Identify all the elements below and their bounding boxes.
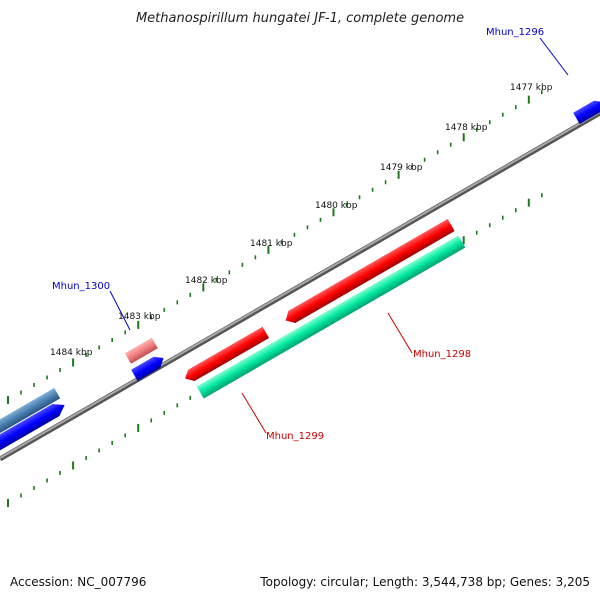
gene-label-mhun-1299: Mhun_1299	[266, 431, 324, 442]
gene-feature-mhun-1300-pink	[125, 337, 158, 364]
tick-label-1481: 1481 kbp	[250, 239, 293, 249]
gene-feature-steel	[0, 387, 61, 450]
tick-label-1482: 1482 kbp	[185, 276, 228, 286]
callout-line-mhun-1299	[241, 392, 267, 434]
gene-feature-mhun-1296	[573, 100, 600, 125]
tick-label-1484: 1484 kbp	[50, 348, 93, 358]
gene-feature-mhun-1298	[285, 218, 455, 324]
callout-line-mhun-1298	[387, 312, 413, 354]
accession-text: Accession: NC_007796	[10, 575, 147, 589]
tick-label-1480: 1480 kbp	[315, 201, 358, 211]
gene-feature-mhun-1300	[131, 356, 164, 382]
gene-features	[0, 100, 600, 467]
gene-feature-blue-left	[0, 403, 65, 467]
callout-line-mhun-1300	[109, 290, 131, 331]
gene-label-mhun-1296: Mhun_1296	[486, 27, 544, 38]
gene-label-mhun-1298: Mhun_1298	[413, 349, 471, 360]
gene-feature-teal	[196, 235, 466, 399]
tick-label-1479: 1479 kbp	[380, 163, 423, 173]
genome-summary-text: Topology: circular; Length: 3,544,738 bp…	[260, 575, 590, 589]
tick-label-1477: 1477 kbp	[510, 83, 553, 93]
callout-line-mhun-1296	[539, 37, 569, 76]
tick-label-1483: 1483 kbp	[118, 312, 161, 322]
genome-backbone-highlight	[0, 111, 600, 459]
gene-label-mhun-1300: Mhun_1300	[52, 281, 110, 292]
tick-row-outer	[7, 90, 543, 404]
map-title: Methanospirillum hungatei JF-1, complete…	[136, 11, 464, 26]
tick-label-1478: 1478 kbp	[445, 123, 488, 133]
gene-feature-mhun-1299	[185, 326, 270, 382]
